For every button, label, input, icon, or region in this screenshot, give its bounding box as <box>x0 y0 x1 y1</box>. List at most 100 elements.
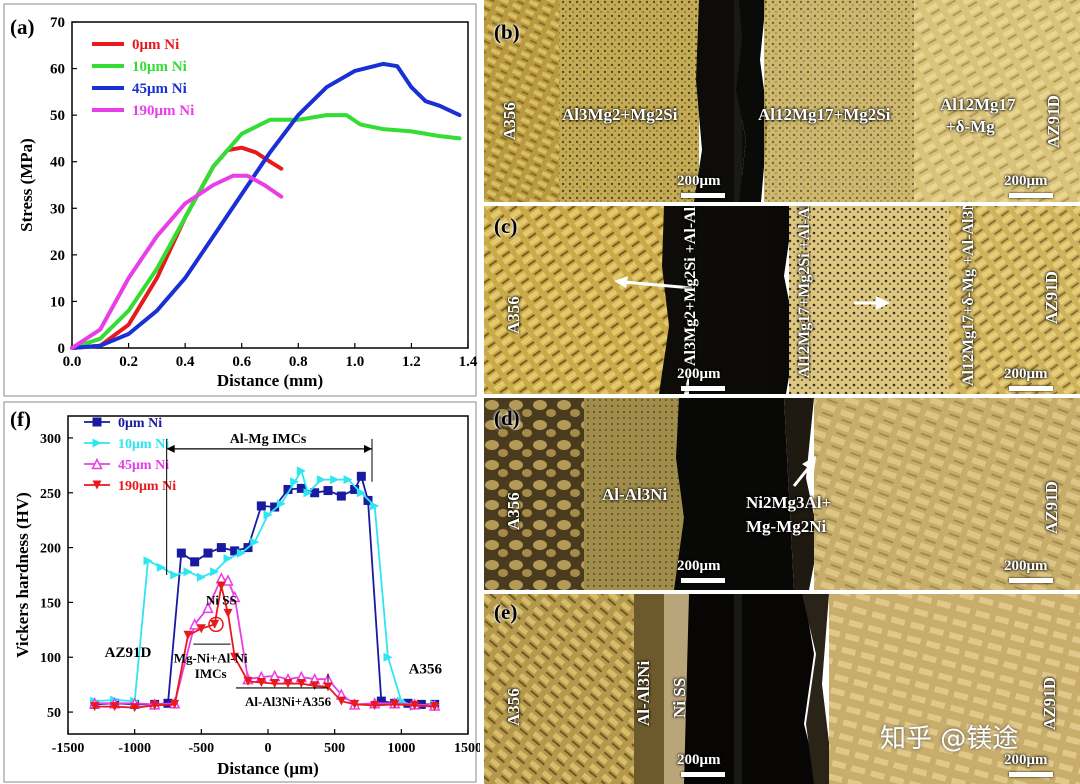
panel-label-c: (c) <box>494 214 518 238</box>
scale-text: 200μm <box>1004 752 1048 768</box>
x-axis-label: Distance (mm) <box>217 371 323 390</box>
data-point <box>196 572 206 582</box>
panel-frame <box>3 401 477 783</box>
x-tick-label: -1500 <box>52 741 85 756</box>
data-point <box>176 548 186 558</box>
data-point <box>183 630 193 640</box>
legend-label: 190μm Ni <box>118 479 176 494</box>
micrograph-d: (d) A356 Al-Al3Ni Ni2Mg3Al+ Mg-Mg2Ni AZ9… <box>484 398 1080 590</box>
annotation-label: Ni SS <box>206 593 237 608</box>
data-point <box>250 537 260 547</box>
scale-text: 200μm <box>677 366 721 382</box>
data-point <box>323 486 333 496</box>
annotation-label: IMCs <box>195 666 227 681</box>
arrow-head <box>166 444 175 453</box>
series-line-0 <box>94 473 435 706</box>
legend-label: 190μm Ni <box>132 103 194 119</box>
x-tick-label: 0.6 <box>232 354 251 370</box>
data-point <box>228 590 241 603</box>
scale-text: 200μm <box>677 558 721 574</box>
panel-label-e: (e) <box>494 600 518 624</box>
data-point <box>110 702 120 712</box>
data-point <box>376 696 386 706</box>
data-point <box>290 477 300 487</box>
data-point <box>210 567 220 577</box>
data-point <box>92 438 102 448</box>
x-tick-label: 1.4 <box>459 354 478 370</box>
data-point <box>343 475 353 485</box>
data-point <box>330 475 340 485</box>
x-tick-label: -500 <box>188 741 214 756</box>
data-point <box>336 696 346 706</box>
legend-label: 45μm Ni <box>132 81 187 97</box>
micrograph-e: (e) A356 Al-Al3Ni Ni SS AZ91D 200μm 200μ… <box>484 594 1080 784</box>
scale-text: 200μm <box>677 752 721 768</box>
scale-text: 200μm <box>1004 558 1048 574</box>
y-tick-label: 60 <box>50 62 65 78</box>
data-point <box>170 570 180 580</box>
data-point <box>130 703 140 713</box>
x-tick-label: 0.8 <box>289 354 308 370</box>
y-tick-label: 40 <box>50 155 65 171</box>
phase-label: Al3Mg2+Mg2Si <box>562 105 678 124</box>
series-line-1 <box>70 113 462 350</box>
data-point <box>336 491 346 501</box>
label-az91d: AZ91D <box>1044 95 1063 148</box>
data-point <box>196 624 206 634</box>
data-point <box>216 543 226 553</box>
scale-bar <box>681 193 725 198</box>
phase-label: Al-Al3Ni <box>634 660 653 726</box>
y-tick-label: 50 <box>50 108 65 124</box>
stress-distance-chart: 0.0 0.2 0.4 0.6 0.8 1.0 1.2 1.4 0 10 20 30 40 50 60 70 D… <box>3 3 478 397</box>
micrograph-c: (c) A356 Al3Mg2+Mg2Si +Al-Al3Ni Al12Mg17… <box>484 206 1080 394</box>
data-point <box>296 466 306 476</box>
series-line-3 <box>94 585 435 709</box>
data-point <box>90 702 100 712</box>
data-point <box>243 676 253 686</box>
data-point <box>276 499 286 509</box>
annotation-circle <box>208 616 224 633</box>
annotation-label: A356 <box>409 662 443 678</box>
data-point <box>216 581 226 591</box>
data-point <box>296 483 306 493</box>
annotation-label: Al-Mg IMCs <box>230 432 307 447</box>
legend-label: 10μm Ni <box>132 59 187 75</box>
data-point <box>283 679 293 689</box>
phase-label: Al12Mg17+Mg2Si <box>758 105 891 124</box>
phase-label: Al12Mg17+δ-Mg +Al-Al3Ni <box>960 206 977 386</box>
y-axis-label: Stress (MPa) <box>17 138 36 232</box>
x-tick-label: 0.2 <box>119 354 138 370</box>
data-point <box>310 681 320 691</box>
scale-bar <box>1009 578 1053 583</box>
phase-label: +δ-Mg <box>946 117 995 136</box>
annotation-label: AZ91D <box>105 645 152 661</box>
data-point <box>316 475 326 485</box>
y-tick-label: 70 <box>50 15 65 31</box>
data-point <box>256 501 266 511</box>
label-az91d: AZ91D <box>1042 271 1061 324</box>
data-point <box>230 546 240 556</box>
phase-label: Al12Mg17+Mg2Si +Al-Al3Ni <box>796 206 813 378</box>
data-point <box>323 682 333 692</box>
data-point <box>170 699 180 709</box>
label-a356: A356 <box>504 688 523 726</box>
data-point <box>350 484 360 494</box>
panel-label-b: (b) <box>494 20 520 44</box>
panel-label-f: (f) <box>10 407 31 431</box>
series-line-2 <box>70 61 462 350</box>
arrow-icon <box>792 456 816 487</box>
x-tick-label: 1.0 <box>345 354 364 370</box>
data-point <box>356 471 366 481</box>
data-point <box>222 574 234 586</box>
data-point <box>350 699 360 709</box>
data-point <box>150 700 160 710</box>
data-point <box>370 700 380 710</box>
y-tick-label: 10 <box>50 294 65 310</box>
scale-text: 200μm <box>1004 173 1048 189</box>
data-point <box>383 652 393 662</box>
data-point <box>283 484 293 494</box>
annotation-label: Mg-Ni+Al-Ni <box>174 651 248 666</box>
y-tick-label: 250 <box>40 487 61 502</box>
scale-bar <box>681 772 725 777</box>
phase-label: Ni2Mg3Al+ <box>746 493 832 512</box>
